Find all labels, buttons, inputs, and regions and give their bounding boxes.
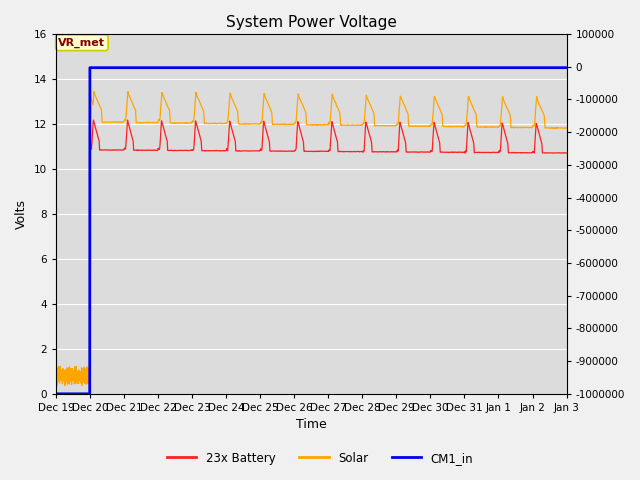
Legend: 23x Battery, Solar, CM1_in: 23x Battery, Solar, CM1_in: [162, 447, 478, 469]
Text: VR_met: VR_met: [58, 37, 106, 48]
Y-axis label: Volts: Volts: [15, 199, 28, 229]
Title: System Power Voltage: System Power Voltage: [226, 15, 397, 30]
X-axis label: Time: Time: [296, 419, 326, 432]
